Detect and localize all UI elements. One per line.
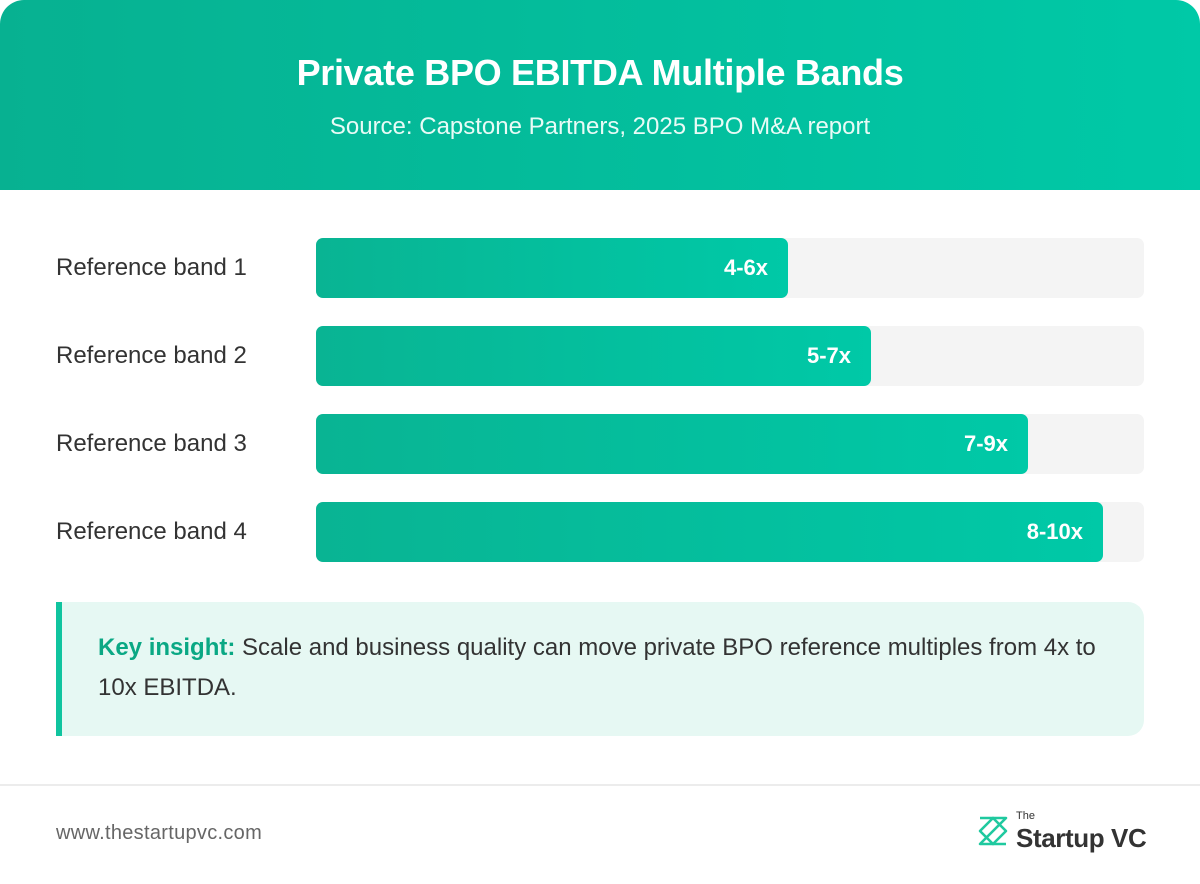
startupvc-logo-icon <box>978 816 1008 846</box>
footer-url[interactable]: www.thestartupvc.com <box>56 822 263 844</box>
bar-data-label: 7-9x <box>963 431 1008 456</box>
key-insight-box: Key insight: Scale and business quality … <box>56 602 1144 736</box>
key-insight-text: Scale and business quality can move priv… <box>98 634 1096 701</box>
chart-header: Private BPO EBITDA Multiple Bands Source… <box>0 0 1200 190</box>
bar: 5-7x <box>316 326 871 386</box>
chart-subtitle: Source: Capstone Partners, 2025 BPO M&A … <box>329 113 871 140</box>
chart-title: Private BPO EBITDA Multiple Bands <box>296 52 904 93</box>
bar-track: 5-7x <box>316 326 1144 386</box>
bar-data-label: 4-6x <box>723 255 768 280</box>
key-insight-label: Key insight: <box>98 634 236 661</box>
logo-name-text: Startup VC <box>1016 823 1147 853</box>
category-label: Reference band 2 <box>56 342 247 369</box>
bar: 8-10x <box>316 502 1103 562</box>
bar: 4-6x <box>316 238 788 298</box>
category-label: Reference band 3 <box>56 430 247 457</box>
category-label: Reference band 4 <box>56 518 247 545</box>
bar-data-label: 8-10x <box>1026 519 1083 544</box>
bar-data-label: 5-7x <box>806 343 851 368</box>
bar-track: 8-10x <box>316 502 1144 562</box>
logo-the-text: The <box>1016 810 1035 822</box>
bar-track: 4-6x <box>316 238 1144 298</box>
bar-track: 7-9x <box>316 414 1144 474</box>
footer-divider <box>0 784 1200 786</box>
category-label: Reference band 1 <box>56 254 247 281</box>
startupvc-logo[interactable]: The Startup VC <box>976 810 1156 858</box>
bar: 7-9x <box>316 414 1028 474</box>
